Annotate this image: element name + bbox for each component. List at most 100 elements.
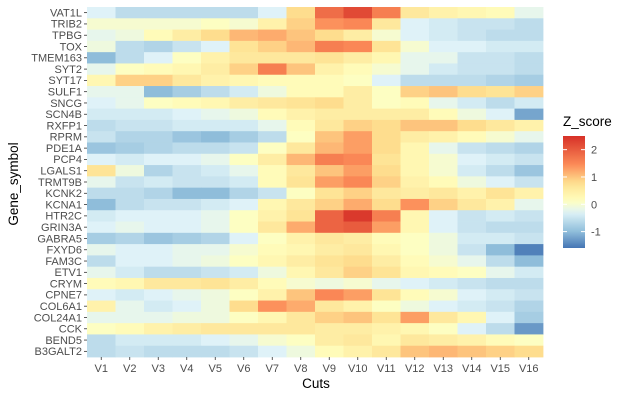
heatmap-cell-pcp4-v11 xyxy=(372,153,401,166)
heatmap-cell-tox-v5 xyxy=(201,40,230,53)
heatmap-cell-tox-v14 xyxy=(457,40,487,53)
heatmap-cell-syt2-v5 xyxy=(201,63,230,76)
heatmap-cell-col6a1-v10 xyxy=(343,300,373,313)
heatmap-cell-cck-v12 xyxy=(400,323,430,335)
heatmap-cell-fam3c-v13 xyxy=(429,255,458,268)
x-tick-label: V14 xyxy=(462,363,482,375)
heatmap-cell-scn4b-v12 xyxy=(400,108,430,121)
heatmap-cell-bend5-v7 xyxy=(258,334,287,347)
heatmap-cell-grin3a-v12 xyxy=(400,221,430,234)
heatmap-cell-cck-v6 xyxy=(229,323,259,335)
heatmap-cell-sulf1-v1 xyxy=(87,86,116,98)
heatmap-cell-tox-v6 xyxy=(229,40,259,53)
heatmap-cell-trmt9b-v6 xyxy=(229,176,259,189)
heatmap-cell-pcp4-v3 xyxy=(144,153,173,166)
y-tick-label: TRIB2 xyxy=(51,19,82,31)
heatmap-cell-tpbg-v11 xyxy=(372,29,401,42)
heatmap-cell-trmt9b-v8 xyxy=(286,176,316,189)
x-tick-label: V11 xyxy=(377,363,396,375)
heatmap-cell-trib2-v12 xyxy=(400,18,430,30)
heatmap-cell-b3galt2-v10 xyxy=(343,345,373,358)
legend-title: Z_score xyxy=(563,114,612,129)
heatmap-cell-fam3c-v7 xyxy=(258,255,287,268)
y-tick-label: SNCG xyxy=(50,98,82,110)
heatmap-cell-sncg-v10 xyxy=(343,97,373,110)
heatmap-cell-sncg-v9 xyxy=(315,97,344,110)
heatmap-cell-pde1a-v13 xyxy=(429,142,458,155)
heatmap-cell-syt17-v6 xyxy=(229,74,259,87)
y-tick-label: CRYM xyxy=(50,278,82,290)
heatmap-cell-gabra5-v1 xyxy=(87,232,116,245)
heatmap-cell-tox-v13 xyxy=(429,40,458,53)
x-tick-label: V10 xyxy=(348,363,368,375)
heatmap-cell-htr2c-v2 xyxy=(115,210,145,222)
heatmap-cell-fxyd6-v7 xyxy=(258,244,287,256)
heatmap-cell-etv1-v5 xyxy=(201,266,230,279)
legend-tick-label: 0 xyxy=(591,199,597,211)
heatmap-cell-syt2-v13 xyxy=(429,63,458,76)
heatmap-cell-lgals1-v11 xyxy=(372,165,401,177)
heatmap-cell-col6a1-v2 xyxy=(115,300,145,313)
heatmap-cell-rprm-v9 xyxy=(315,131,344,143)
heatmap-cell-fxyd6-v9 xyxy=(315,244,344,256)
heatmap-cell-vat1l-v8 xyxy=(286,7,316,19)
heatmap-cell-rxfp1-v1 xyxy=(87,119,116,132)
heatmap-cell-sncg-v3 xyxy=(144,97,173,110)
heatmap-cell-cck-v8 xyxy=(286,323,316,335)
heatmap-cell-tox-v10 xyxy=(343,40,373,53)
heatmap-cell-col6a1-v14 xyxy=(457,300,487,313)
heatmap-cell-kcnk2-v5 xyxy=(201,187,230,200)
y-tick-label: SYT17 xyxy=(48,75,82,87)
heatmap-cell-col24a1-v5 xyxy=(201,311,230,324)
heatmap-cell-grin3a-v9 xyxy=(315,221,344,234)
heatmap-cell-gabra5-v3 xyxy=(144,232,173,245)
heatmap-cell-col6a1-v7 xyxy=(258,300,287,313)
heatmap-cell-cck-v7 xyxy=(258,323,287,335)
heatmap-cell-tpbg-v7 xyxy=(258,29,287,42)
heatmap-cell-etv1-v2 xyxy=(115,266,145,279)
heatmap-cell-col6a1-v13 xyxy=(429,300,458,313)
heatmap-cell-trmt9b-v16 xyxy=(514,176,544,189)
heatmap-cells xyxy=(87,7,544,358)
heatmap-cell-scn4b-v5 xyxy=(201,108,230,121)
y-tick-label: TRMT9B xyxy=(38,177,82,189)
heatmap-cell-vat1l-v4 xyxy=(172,7,202,19)
heatmap-cell-cck-v3 xyxy=(144,323,173,335)
heatmap-cell-pcp4-v5 xyxy=(201,153,230,166)
heatmap-cell-rprm-v15 xyxy=(486,131,515,143)
heatmap-cell-syt17-v3 xyxy=(144,74,173,87)
heatmap-cell-scn4b-v13 xyxy=(429,108,458,121)
heatmap-cell-kcna1-v1 xyxy=(87,198,116,211)
heatmap-cell-tox-v2 xyxy=(115,40,145,53)
heatmap-cell-trmt9b-v13 xyxy=(429,176,458,189)
heatmap-cell-pde1a-v16 xyxy=(514,142,544,155)
heatmap-cell-gabra5-v5 xyxy=(201,232,230,245)
heatmap-cell-grin3a-v5 xyxy=(201,221,230,234)
heatmap-cell-scn4b-v1 xyxy=(87,108,116,121)
x-axis-title: Cuts xyxy=(302,376,330,391)
heatmap-cell-kcna1-v11 xyxy=(372,198,401,211)
heatmap-cell-tmem163-v4 xyxy=(172,52,202,64)
heatmap-cell-col6a1-v16 xyxy=(514,300,544,313)
heatmap-cell-kcna1-v16 xyxy=(514,198,544,211)
heatmap-cell-fam3c-v9 xyxy=(315,255,344,268)
heatmap-cell-syt17-v9 xyxy=(315,74,344,87)
x-tick-label: V8 xyxy=(294,363,307,375)
heatmap-cell-rxfp1-v13 xyxy=(429,119,458,132)
heatmap-cell-grin3a-v10 xyxy=(343,221,373,234)
y-tick-label: BEND5 xyxy=(45,335,82,347)
heatmap-cell-crym-v16 xyxy=(514,277,544,290)
heatmap-cell-col24a1-v4 xyxy=(172,311,202,324)
heatmap-cell-sncg-v1 xyxy=(87,97,116,110)
heatmap-cell-lgals1-v7 xyxy=(258,165,287,177)
y-tick-label: SCN4B xyxy=(45,109,82,121)
heatmap-cell-rprm-v1 xyxy=(87,131,116,143)
heatmap-cell-tox-v12 xyxy=(400,40,430,53)
heatmap-cell-crym-v7 xyxy=(258,277,287,290)
heatmap-cell-trib2-v5 xyxy=(201,18,230,30)
heatmap-cell-trib2-v2 xyxy=(115,18,145,30)
y-tick-label: COL24A1 xyxy=(34,312,82,324)
heatmap-cell-fxyd6-v13 xyxy=(429,244,458,256)
heatmap-cell-tpbg-v4 xyxy=(172,29,202,42)
heatmap-cell-gabra5-v6 xyxy=(229,232,259,245)
